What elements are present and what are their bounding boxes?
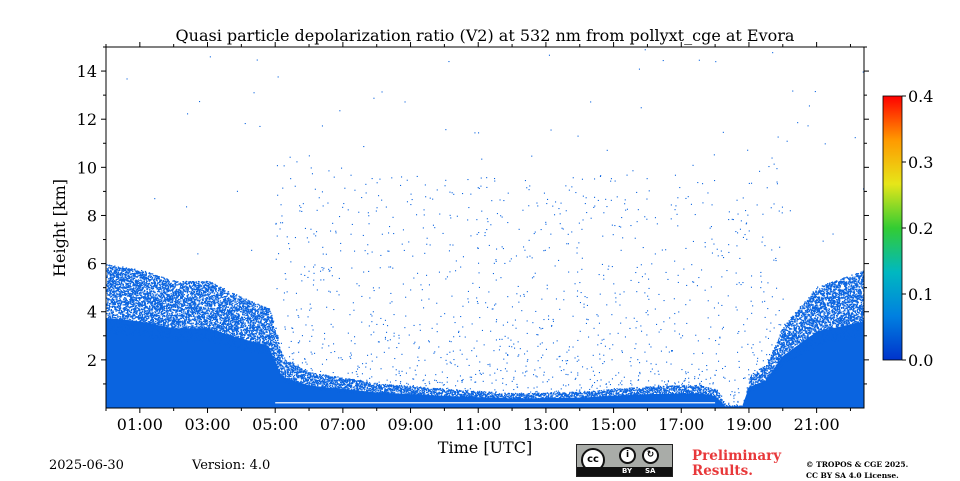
cc-by-text: BY	[622, 467, 632, 476]
date-label: 2025-06-30	[49, 458, 124, 473]
chart-title: Quasi particle depolarization ratio (V2)…	[176, 26, 795, 45]
cc-license-badge[interactable]: cc i ↻ BY SA	[576, 444, 673, 477]
y-tick-label: 4	[87, 303, 97, 322]
version-label: Version: 4.0	[192, 458, 270, 473]
x-tick-label: 03:00	[184, 415, 230, 434]
colorbar-tick-label: 0.4	[908, 87, 933, 106]
y-axis-label: Height [km]	[50, 179, 69, 277]
ground-gap	[275, 402, 715, 403]
colorbar-tick-label: 0.3	[908, 153, 933, 172]
x-tick-label: 01:00	[117, 415, 163, 434]
license-line-2: CC BY SA 4.0 License.	[806, 470, 908, 481]
y-tick-label: 10	[77, 158, 97, 177]
x-tick-label: 07:00	[320, 415, 366, 434]
y-tick-label: 12	[77, 110, 97, 129]
colorbar-tick-label: 0.1	[908, 285, 933, 304]
y-tick-label: 14	[77, 62, 97, 81]
colorbar-tick-label: 0.0	[908, 351, 933, 370]
x-tick-label: 21:00	[794, 415, 840, 434]
preliminary-results-note: Preliminary Results.	[692, 449, 781, 479]
license-note: © TROPOS & CGE 2025. CC BY SA 4.0 Licens…	[806, 459, 908, 481]
x-axis-label: Time [UTC]	[438, 438, 532, 457]
colorbar-ticks: 0.0 0.1 0.2 0.3 0.4	[902, 87, 933, 370]
heatmap-layer	[106, 49, 867, 408]
colorbar-tick-label: 0.2	[908, 219, 933, 238]
x-tick-label: 09:00	[387, 415, 433, 434]
cc-sa-text: SA	[645, 467, 655, 476]
x-tick-label: 17:00	[658, 415, 704, 434]
x-tick-label: 11:00	[455, 415, 501, 434]
x-tick-label: 13:00	[523, 415, 569, 434]
preliminary-line-2: Results.	[692, 464, 781, 479]
y-tick-label: 2	[87, 351, 97, 370]
license-line-1: © TROPOS & CGE 2025.	[806, 459, 908, 470]
preliminary-line-1: Preliminary	[692, 449, 781, 464]
x-tick-label: 15:00	[591, 415, 637, 434]
y-tick-label: 8	[87, 206, 97, 225]
y-tick-label: 6	[87, 255, 97, 274]
x-tick-label: 19:00	[726, 415, 772, 434]
cc-by-icon: i	[619, 447, 636, 464]
x-tick-label: 05:00	[252, 415, 298, 434]
colorbar	[883, 96, 902, 360]
cc-sa-icon: ↻	[642, 447, 659, 464]
